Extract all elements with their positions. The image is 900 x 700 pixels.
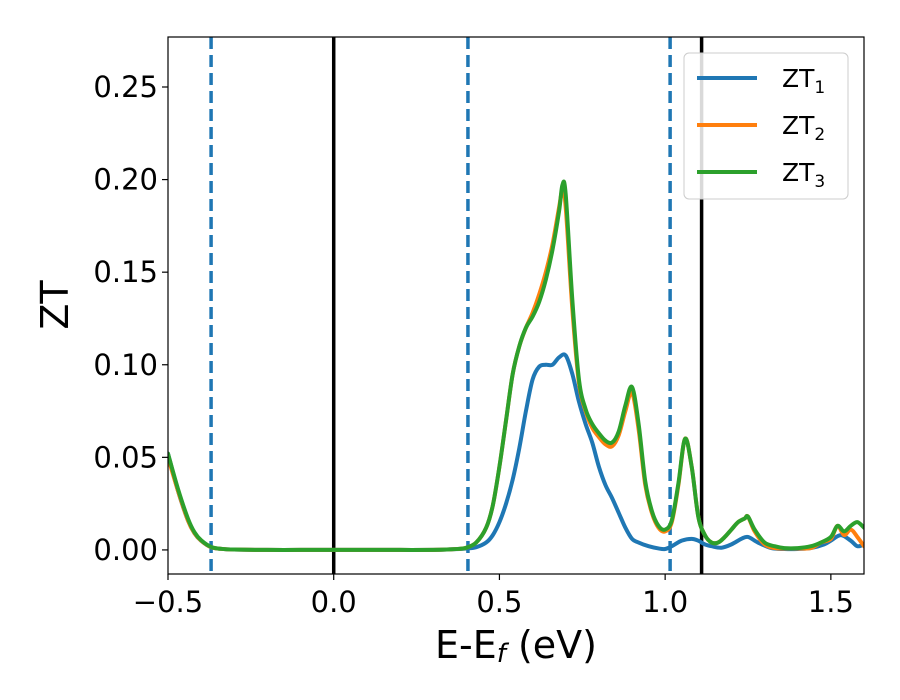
series-lines: [168, 179, 864, 552]
plot-frame: [167, 36, 865, 575]
y-tick-label: 0.25: [93, 70, 158, 104]
x-tick-label: 1.0: [642, 585, 688, 619]
x-axis-ticks: −0.5 0.0 0.5 1.0 1.5: [133, 574, 854, 619]
x-axis-title: E-Ef (eV): [435, 623, 597, 669]
y-tick-label: 0.05: [93, 440, 158, 474]
x-tick-label: 0.5: [476, 585, 522, 619]
legend: ZT1 ZT2 ZT3: [683, 52, 849, 200]
series-line-zt3: [168, 179, 864, 552]
y-tick-label: 0.20: [93, 163, 158, 197]
x-tick-label: 1.5: [808, 585, 854, 619]
legend-box: [683, 52, 849, 200]
legend-label-zt3: ZT3: [782, 158, 825, 192]
x-tick-label: −0.5: [133, 585, 203, 619]
legend-label-zt2: ZT2: [782, 111, 825, 145]
y-tick-label: 0.15: [93, 255, 158, 289]
y-tick-label: 0.10: [93, 348, 158, 382]
y-axis-title: ZT: [33, 280, 77, 330]
x-tick-label: 0.0: [311, 585, 357, 619]
y-tick-label: 0.00: [93, 533, 158, 567]
legend-label-zt1: ZT1: [782, 64, 825, 98]
y-axis-ticks: 0.00 0.05 0.10 0.15 0.20 0.25: [93, 70, 168, 567]
